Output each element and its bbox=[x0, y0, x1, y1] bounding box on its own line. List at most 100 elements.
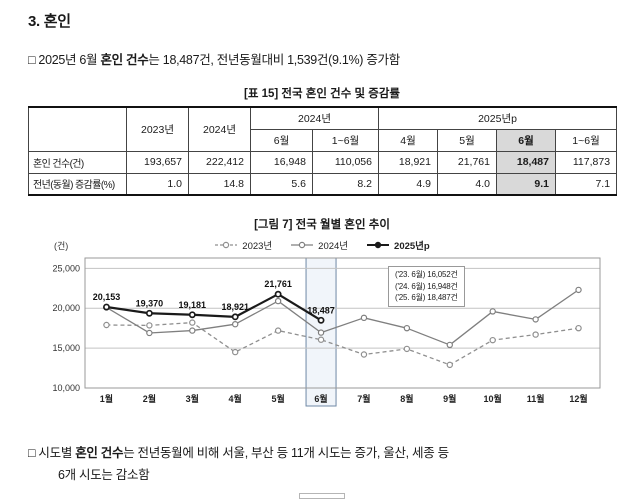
data-point bbox=[146, 322, 153, 329]
row-label: 혼인 건수(건) bbox=[28, 150, 127, 174]
cell: 18,921 bbox=[378, 150, 438, 174]
data-point bbox=[403, 345, 411, 353]
summary-segment: 는 18,487건, 전년동월대비 1,539건(9.1%) 증가함 bbox=[148, 53, 400, 67]
data-point bbox=[103, 321, 110, 329]
x-tick-label: 1월 bbox=[100, 393, 113, 404]
data-point bbox=[360, 314, 368, 322]
data-point bbox=[103, 303, 110, 311]
summary-segment-bold: 혼인 건수 bbox=[100, 53, 149, 67]
cell: 4.0 bbox=[437, 172, 497, 196]
data-point bbox=[403, 324, 411, 332]
series-line-2 bbox=[106, 293, 322, 322]
footer-segment-line2: 6개 시도는 감소함 bbox=[58, 467, 150, 482]
y-axis-unit-label: (건) bbox=[54, 241, 69, 251]
data-point bbox=[274, 290, 282, 298]
data-point bbox=[189, 319, 196, 326]
legend-item: 2023년 bbox=[214, 238, 272, 252]
col-group-header: 2025년p bbox=[377, 106, 618, 130]
point-label: 20,153 bbox=[93, 292, 121, 302]
cell-highlighted: 18,487 bbox=[496, 150, 556, 174]
x-tick-label: 4월 bbox=[229, 393, 242, 404]
y-tick-label: 10,000 bbox=[52, 383, 80, 393]
col-group-header: 2024년 bbox=[250, 106, 379, 130]
row-label: 전년(동월) 증감률(%) bbox=[28, 172, 127, 196]
cell: 5.6 bbox=[250, 172, 313, 196]
data-point bbox=[446, 341, 453, 349]
y-tick-label: 15,000 bbox=[52, 343, 80, 353]
col-header: 4월 bbox=[378, 128, 438, 152]
y-tick-label: 20,000 bbox=[52, 303, 80, 313]
plot-border bbox=[84, 257, 601, 389]
col-header: 5월 bbox=[437, 128, 497, 152]
corner-cell bbox=[28, 106, 127, 152]
col-header: 2023년 bbox=[126, 106, 189, 152]
cell: 7.1 bbox=[554, 172, 618, 196]
point-label: 19,181 bbox=[179, 300, 207, 310]
cell: 14.8 bbox=[188, 172, 251, 196]
summary-segment: □ 2025년 6월 bbox=[28, 53, 101, 67]
data-point bbox=[489, 308, 496, 315]
x-tick-label: 11월 bbox=[527, 393, 545, 404]
legend-swatch bbox=[291, 241, 314, 249]
data-point bbox=[189, 327, 196, 334]
data-point bbox=[145, 309, 153, 317]
annotation-line: ('25. 6월) 18,487건 bbox=[395, 293, 458, 303]
footer-segment-bold: 혼인 건수 bbox=[75, 446, 124, 460]
x-tick-label: 2월 bbox=[143, 393, 156, 404]
data-point bbox=[317, 329, 325, 336]
x-tick-label: 7월 bbox=[357, 393, 370, 404]
point-label: 21,761 bbox=[264, 279, 292, 289]
table-title: [표 15] 전국 혼인 건수 및 증감률 bbox=[244, 88, 400, 100]
data-point bbox=[446, 361, 453, 369]
cell: 117,873 bbox=[554, 150, 618, 174]
x-tick-label: 5월 bbox=[271, 393, 284, 404]
point-label: 19,370 bbox=[136, 298, 164, 308]
legend-label: 2024년 bbox=[318, 241, 349, 252]
point-label: 18,487 bbox=[307, 305, 335, 315]
page-footer-box bbox=[299, 492, 345, 499]
series-line-1 bbox=[106, 289, 579, 346]
legend-item: 2024년 bbox=[290, 238, 348, 252]
table-row: 혼인 건수(건) 193,657 222,412 16,948 110,056 … bbox=[28, 150, 618, 174]
footer-note: □ 시도별 혼인 건수는 전년동월에 비해 서울, 부산 등 11개 시도는 증… bbox=[28, 443, 616, 487]
cell: 21,761 bbox=[437, 150, 497, 174]
col-header: 6월 bbox=[250, 128, 313, 152]
cell: 222,412 bbox=[188, 150, 251, 174]
data-point bbox=[232, 348, 239, 356]
x-tick-label: 10월 bbox=[484, 393, 502, 404]
y-tick-label: 25,000 bbox=[52, 263, 80, 273]
chart-title: [그림 7] 전국 월별 혼인 추이 bbox=[254, 219, 390, 231]
legend-swatch bbox=[367, 241, 390, 249]
marriage-trend-chart: 10,000 15,000 20,000 25,000 1월 2월 3월 4월 5월 6월 7월 8월… bbox=[52, 257, 601, 407]
col-header: 1~6월 bbox=[554, 128, 618, 152]
data-point bbox=[532, 331, 539, 338]
data-point bbox=[188, 311, 196, 319]
footer-segment: □ 시도별 bbox=[28, 446, 76, 460]
cell: 4.9 bbox=[378, 172, 438, 196]
annotation-line: ('24. 6월) 16,948건 bbox=[395, 281, 458, 291]
legend-label: 2023년 bbox=[242, 241, 273, 252]
data-point bbox=[232, 320, 239, 328]
x-tick-label: 3월 bbox=[186, 393, 199, 404]
footer-segment: 는 전년동월에 비해 서울, 부산 등 11개 시도는 증가, 울산, 세종 등 bbox=[123, 446, 449, 460]
cell: 193,657 bbox=[126, 150, 189, 174]
point-label: 18,921 bbox=[221, 302, 249, 312]
cell: 8.2 bbox=[312, 172, 379, 196]
col-header-highlighted: 6월 bbox=[496, 128, 556, 152]
series-line-0 bbox=[106, 321, 579, 366]
data-point bbox=[317, 316, 325, 324]
table-row: 전년(동월) 증감률(%) 1.0 14.8 5.6 8.2 4.9 4.0 9… bbox=[28, 172, 618, 196]
chart-legend: 2023년 2024년 2025년p bbox=[28, 236, 616, 254]
data-point bbox=[146, 329, 153, 337]
data-point bbox=[231, 313, 239, 321]
page-title: 3. 혼인 bbox=[28, 13, 71, 30]
x-tick-label: 12월 bbox=[569, 393, 587, 404]
marriage-stats-table: 2023년 2024년 2024년 2025년p 6월 1~6월 4월 5월 6… bbox=[28, 106, 618, 196]
annotation-line: ('23. 6월) 16,052건 bbox=[395, 270, 458, 279]
chart-area: (건) 2023년 2024년 2025년p 10,000 15,000 20,000 2… bbox=[28, 236, 616, 417]
data-point bbox=[274, 327, 282, 334]
cell: 16,948 bbox=[250, 150, 313, 174]
data-point bbox=[532, 316, 539, 323]
legend-item: 2025년p bbox=[366, 238, 430, 252]
x-tick-label: 8월 bbox=[400, 393, 413, 404]
